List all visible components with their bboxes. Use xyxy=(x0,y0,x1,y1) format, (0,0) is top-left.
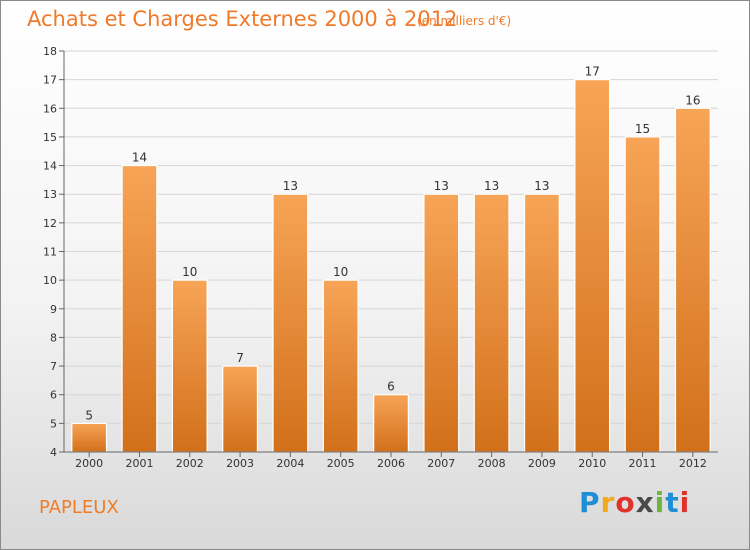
data-label: 14 xyxy=(132,151,147,165)
data-label: 13 xyxy=(484,179,499,193)
data-label: 17 xyxy=(585,65,600,79)
y-tick-label: 18 xyxy=(43,45,57,58)
bar xyxy=(322,279,359,453)
chart-subtitle: (en milliers d'€) xyxy=(417,14,512,28)
bar xyxy=(71,422,108,453)
logo-letter: x xyxy=(635,486,655,519)
x-tick-label: 2003 xyxy=(226,457,254,470)
logo-letter: i xyxy=(679,486,691,519)
y-tick-label: 7 xyxy=(50,360,57,373)
y-tick-label: 17 xyxy=(43,74,57,87)
data-label: 16 xyxy=(685,93,700,107)
bar xyxy=(222,365,259,453)
x-tick-label: 2011 xyxy=(629,457,657,470)
x-tick-label: 2008 xyxy=(478,457,506,470)
x-tick-label: 2005 xyxy=(327,457,355,470)
data-label: 13 xyxy=(434,179,449,193)
bar xyxy=(523,193,560,453)
chart-title: Achats et Charges Externes 2000 à 2012 xyxy=(27,7,458,31)
grid-lines xyxy=(64,50,718,424)
y-tick-label: 4 xyxy=(50,446,57,459)
x-tick-label: 2007 xyxy=(427,457,455,470)
data-label: 5 xyxy=(85,408,93,422)
x-tick-label: 2000 xyxy=(75,457,103,470)
bar xyxy=(574,79,611,453)
y-tick-label: 11 xyxy=(43,246,57,259)
y-tick-label: 5 xyxy=(50,417,57,430)
y-tick-label: 16 xyxy=(43,102,57,115)
data-label: 7 xyxy=(236,351,244,365)
data-labels: 5 14 10 7 13 10 6 13 13 13 17 15 16 xyxy=(85,65,700,423)
data-label: 13 xyxy=(534,179,549,193)
y-tick-label: 14 xyxy=(43,160,57,173)
bar xyxy=(272,193,309,453)
data-label: 10 xyxy=(182,265,197,279)
x-tick-label: 2004 xyxy=(276,457,304,470)
data-label: 6 xyxy=(387,380,395,394)
bar xyxy=(674,107,711,453)
y-tick-label: 15 xyxy=(43,131,57,144)
x-tick-label: 2009 xyxy=(528,457,556,470)
axes xyxy=(63,51,718,453)
logo-letter: r xyxy=(600,486,616,519)
x-axis-labels: 2000 2001 2002 2003 2004 2005 2006 2007 2008 2009… xyxy=(75,452,707,470)
bar xyxy=(171,279,208,453)
logo-letter: o xyxy=(615,486,636,519)
y-tick-label: 13 xyxy=(43,188,57,201)
data-label: 10 xyxy=(333,265,348,279)
logo-letter: i xyxy=(654,486,666,519)
data-label: 15 xyxy=(635,122,650,136)
bar xyxy=(423,193,460,453)
x-tick-label: 2002 xyxy=(176,457,204,470)
logo-letter: t xyxy=(665,486,680,519)
y-tick-label: 6 xyxy=(50,389,57,402)
y-tick-label: 8 xyxy=(50,331,57,344)
proxiti-logo: Proxiti xyxy=(579,486,690,519)
y-tick-label: 12 xyxy=(43,217,57,230)
bar xyxy=(121,164,158,453)
y-tick-label: 9 xyxy=(50,303,57,316)
place-name: PAPLEUX xyxy=(39,497,119,518)
x-tick-label: 2006 xyxy=(377,457,405,470)
logo-letter: P xyxy=(579,486,601,519)
data-label: 13 xyxy=(283,179,298,193)
bar xyxy=(373,394,409,453)
x-tick-label: 2012 xyxy=(679,457,707,470)
bar xyxy=(473,193,510,453)
x-tick-label: 2010 xyxy=(578,457,606,470)
y-axis-labels: 4 5 6 7 8 9 10 11 12 13 14 15 16 17 18 xyxy=(43,45,64,459)
bars xyxy=(71,79,711,453)
y-tick-label: 10 xyxy=(43,274,57,287)
x-tick-label: 2001 xyxy=(125,457,153,470)
bar xyxy=(624,136,661,453)
